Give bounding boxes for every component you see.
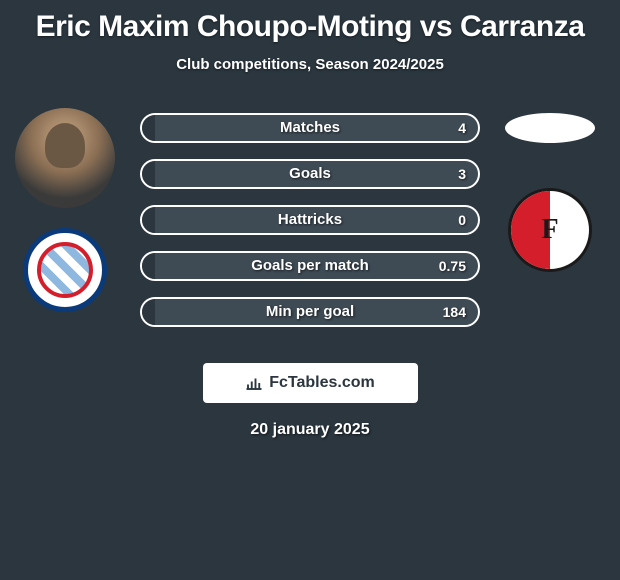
stats-list: Matches4Goals3Hattricks0Goals per match0… bbox=[140, 113, 480, 343]
stat-row: Goals per match0.75 bbox=[140, 251, 480, 281]
club-badge-bayern bbox=[23, 228, 107, 312]
feyenoord-letter: F bbox=[541, 214, 558, 246]
comparison-panel: F Matches4 Goals3 Hattricks0 Goals per matc… bbox=[0, 103, 620, 353]
stat-label: Goals bbox=[142, 161, 478, 187]
bar-chart-icon bbox=[245, 374, 263, 392]
stat-value-right: 4 bbox=[458, 115, 466, 141]
stat-row: Hattricks0 bbox=[140, 205, 480, 235]
club-badge-feyenoord: F bbox=[508, 188, 592, 272]
stat-label: Hattricks bbox=[142, 207, 478, 233]
subtitle: Club competitions, Season 2024/2025 bbox=[0, 56, 620, 73]
stat-label: Goals per match bbox=[142, 253, 478, 279]
stat-value-right: 0.75 bbox=[439, 253, 466, 279]
page-title: Eric Maxim Choupo-Moting vs Carranza bbox=[0, 0, 620, 44]
stat-row: Min per goal184 bbox=[140, 297, 480, 327]
brand-badge: FcTables.com bbox=[203, 363, 418, 403]
stat-value-right: 0 bbox=[458, 207, 466, 233]
stat-value-right: 184 bbox=[443, 299, 466, 325]
stat-row: Goals3 bbox=[140, 159, 480, 189]
brand-text: FcTables.com bbox=[269, 374, 375, 392]
player-left-avatar bbox=[15, 108, 115, 208]
date-text: 20 january 2025 bbox=[0, 421, 620, 439]
player-right-column: F bbox=[500, 103, 600, 272]
player-right-avatar bbox=[505, 113, 595, 143]
stat-value-right: 3 bbox=[458, 161, 466, 187]
player-left-column bbox=[10, 103, 120, 312]
stat-row: Matches4 bbox=[140, 113, 480, 143]
stat-label: Matches bbox=[142, 115, 478, 141]
stat-label: Min per goal bbox=[142, 299, 478, 325]
